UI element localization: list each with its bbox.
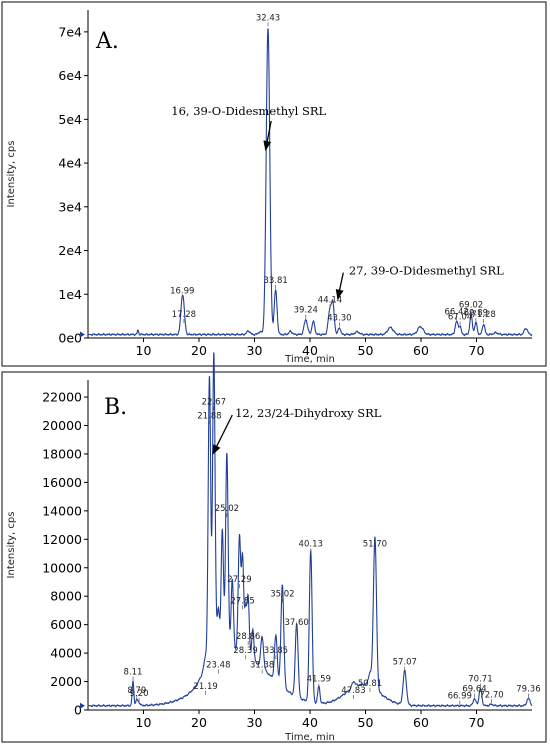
peak-label: 66.99 <box>448 692 472 702</box>
x-axis-title: Time, min <box>284 354 335 365</box>
peak-label: 33.85 <box>264 646 288 656</box>
y-tick-label: 7e4 <box>58 24 82 39</box>
peak-label: 22.67 <box>202 397 226 407</box>
peak-label: 21.19 <box>193 682 217 692</box>
x-tick-label: 60 <box>413 343 429 358</box>
peak-label: 28.39 <box>233 646 257 656</box>
y-axis-title: Intensity, cps <box>6 141 17 208</box>
peak-label: 27.85 <box>230 596 254 606</box>
y-tick-label: 1e4 <box>58 287 82 302</box>
y-tick-label: 10000 <box>42 560 82 575</box>
peak-label: 44.14 <box>318 296 342 306</box>
peak-label: 33.81 <box>263 276 287 286</box>
peak-label: 79.36 <box>516 685 540 695</box>
x-tick-label: 10 <box>136 715 152 730</box>
peak-label: 69.64 <box>462 685 486 695</box>
compound-annotation: 12, 23/24-Dihydroxy SRL <box>235 406 382 420</box>
annotation-arrow <box>212 414 233 455</box>
peak-label: 66.42 <box>444 307 468 317</box>
x-tick-label: 60 <box>413 715 429 730</box>
y-tick-label: 14000 <box>42 503 82 518</box>
peak-label: 50.81 <box>358 679 382 689</box>
y-tick-label: 4000 <box>50 646 82 661</box>
annotation-arrow <box>263 120 272 151</box>
peak-label: 57.07 <box>393 658 417 668</box>
compound-annotation: 16, 39-O-Didesmethyl SRL <box>171 104 326 118</box>
peak-label: 71.28 <box>471 310 495 320</box>
peak-label: 16.99 <box>170 286 194 296</box>
peak-label: 69.02 <box>459 300 483 310</box>
panel-b: 0 2000 4000 6000 8000 10000 12000 14000 16000 180… <box>1 352 547 743</box>
y-tick-label: 6e4 <box>58 68 82 83</box>
y-tick-label: 6000 <box>50 617 82 632</box>
peak-label: 47.83 <box>341 686 365 696</box>
x-tick-label: 40 <box>302 343 318 358</box>
x-tick-label: 50 <box>358 715 374 730</box>
peak-label: 43.30 <box>327 314 351 324</box>
x-axis-title: Time, min <box>284 732 335 743</box>
peak-label: 32.43 <box>256 13 280 23</box>
peak-label: 39.24 <box>294 306 318 316</box>
y-tick-label: 16000 <box>42 475 82 490</box>
peak-label: 40.13 <box>299 540 323 550</box>
y-tick-label: 0e0 <box>58 331 82 346</box>
annotation-arrow <box>335 272 344 300</box>
peak-label: 17.28 <box>172 310 196 320</box>
peak-label: 35.02 <box>270 589 294 599</box>
y-tick-label: 20000 <box>42 418 82 433</box>
y-tick-label: 5e4 <box>58 112 82 127</box>
x-tick-label: 20 <box>191 715 207 730</box>
y-tick-label: 2e4 <box>58 243 82 258</box>
x-tick-label: 50 <box>358 343 374 358</box>
x-tick-label: 40 <box>302 715 318 730</box>
baseline-marker <box>80 331 85 338</box>
peak-label: 69.89 <box>464 309 488 319</box>
peak-label: 9.20 <box>130 689 149 699</box>
peak-label: 23.48 <box>206 660 230 670</box>
y-tick-label: 18000 <box>42 446 82 461</box>
peak-label: 28.86 <box>236 632 260 642</box>
panel-frame <box>1 371 547 743</box>
y-tick-label: 3e4 <box>58 199 82 214</box>
peak-label: 8.11 <box>124 668 143 678</box>
peak-label: 70.71 <box>468 675 492 685</box>
baseline-marker <box>80 702 85 709</box>
y-tick-label: 22000 <box>42 390 82 405</box>
y-axis-title: Intensity, cps <box>6 512 17 579</box>
panel-label: A. <box>95 29 119 54</box>
panel-label: B. <box>104 395 127 420</box>
peak-label: 41.59 <box>307 675 331 685</box>
peak-label: 67.04 <box>448 313 472 323</box>
peak-label: 51.70 <box>363 540 387 550</box>
x-tick-label: 10 <box>136 343 152 358</box>
y-tick-label: 8000 <box>50 589 82 604</box>
chromatogram-trace <box>88 28 533 337</box>
panel-a: 0e0 1e4 2e4 3e4 4e4 5e4 6e4 7e4 10 20 30 40 50 60 70 Ti… <box>1 1 547 367</box>
peak-label: 8.79 <box>127 686 146 696</box>
compound-annotation: 27, 39-O-Didesmethyl SRL <box>349 264 504 278</box>
panel-frame <box>1 1 547 367</box>
y-tick-label: 12000 <box>42 532 82 547</box>
chromatogram-trace <box>88 352 533 708</box>
x-tick-label: 30 <box>247 715 263 730</box>
peak-label: 72.70 <box>479 690 503 700</box>
peak-label: 37.60 <box>285 618 309 628</box>
x-tick-label: 20 <box>191 343 207 358</box>
y-tick-label: 2000 <box>50 674 82 689</box>
x-tick-label: 70 <box>469 343 485 358</box>
peak-label: 21.88 <box>197 412 221 422</box>
y-tick-label: 4e4 <box>58 156 82 171</box>
peak-label: 27.29 <box>227 575 251 585</box>
peak-label: 25.02 <box>215 504 239 514</box>
peak-label: 31.38 <box>250 660 274 670</box>
x-tick-label: 30 <box>247 343 263 358</box>
y-tick-label: 0 <box>74 703 82 718</box>
x-tick-label: 70 <box>469 715 485 730</box>
